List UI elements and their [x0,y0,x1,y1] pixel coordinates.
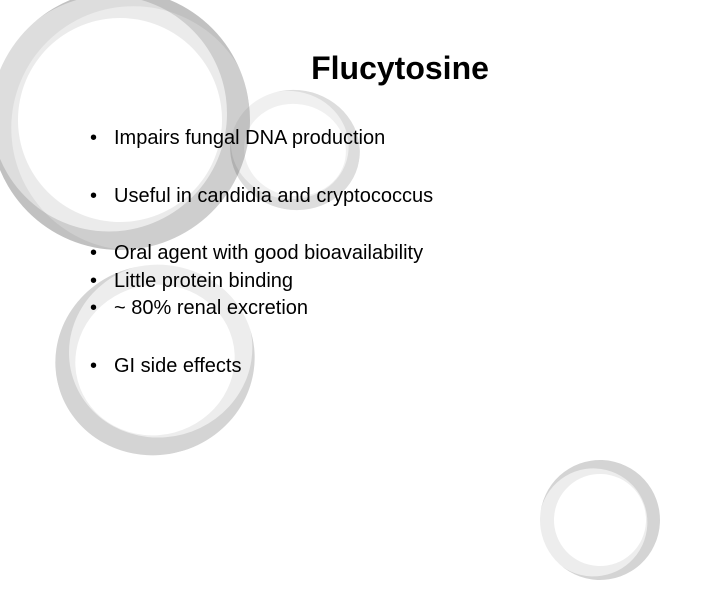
bullet-list: Oral agent with good bioavailability Lit… [60,240,660,323]
bullet-list: Impairs fungal DNA production [60,125,660,153]
bullet-item: Little protein binding [90,268,660,296]
slide-title: Flucytosine [140,50,660,87]
slide-content: Flucytosine Impairs fungal DNA productio… [0,0,720,381]
brush-circle-decoration [520,440,679,599]
bullet-list: GI side effects [60,353,660,381]
bullet-item: GI side effects [90,353,660,381]
bullet-item: Useful in candidia and cryptococcus [90,183,660,211]
bullet-list: Useful in candidia and cryptococcus [60,183,660,211]
bullet-item: Impairs fungal DNA production [90,125,660,153]
bullet-item: ~ 80% renal excretion [90,295,660,323]
bullet-item: Oral agent with good bioavailability [90,240,660,268]
